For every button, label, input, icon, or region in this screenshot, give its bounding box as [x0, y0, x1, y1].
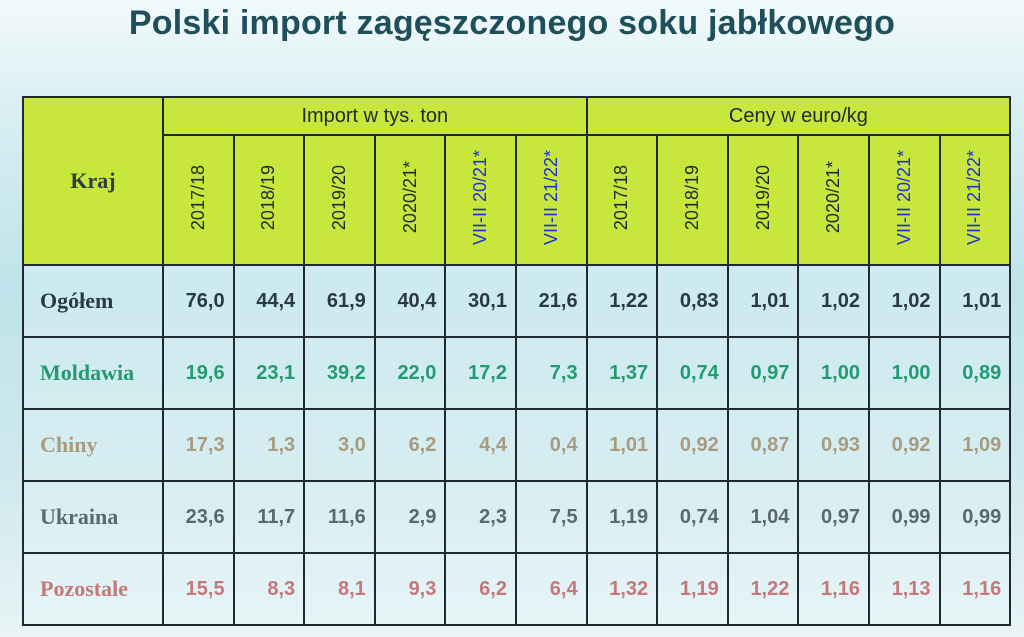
price-period-header: 2019/20	[726, 134, 800, 266]
import-value-cell: 19,6	[162, 336, 235, 410]
period-label: 2017/18	[187, 164, 208, 231]
price-value-cell: 1,04	[726, 480, 800, 554]
price-value-cell: 0,99	[867, 480, 941, 554]
import-period-header: VII-II 21/22*	[514, 134, 588, 266]
import-value-cell: 8,3	[232, 552, 306, 626]
price-value-cell: 0,92	[867, 408, 941, 482]
country-name: Ukraina	[22, 480, 164, 554]
period-label: VII-II 20/21*	[893, 149, 914, 246]
import-value-cell: 2,3	[444, 480, 517, 554]
import-group-header: Import w tys. ton	[162, 96, 588, 136]
table-row: Pozostale 15,5 8,3 8,1 9,3 6,2 6,4 1,32 1,19 1,22…	[22, 552, 1012, 626]
import-period-header: 2020/21*	[373, 134, 447, 266]
price-group-header: Ceny w euro/kg	[585, 96, 1012, 136]
price-period-header: 2018/19	[656, 134, 729, 266]
price-period-header: VII-II 21/22*	[938, 134, 1012, 266]
price-value-cell: 1,16	[938, 552, 1012, 626]
import-value-cell: 6,2	[373, 408, 447, 482]
import-value-cell: 17,3	[162, 408, 235, 482]
import-value-cell: 30,1	[444, 264, 517, 338]
import-value-cell: 40,4	[373, 264, 447, 338]
kraj-header: Kraj	[22, 96, 164, 266]
page-title: Polski import zagęszczonego soku jabłkow…	[128, 4, 896, 42]
price-value-cell: 1,02	[867, 264, 941, 338]
import-value-cell: 23,6	[162, 480, 235, 554]
price-period-header: 2017/18	[585, 134, 659, 266]
country-name: Moldawia	[22, 336, 164, 410]
price-period-header: VII-II 20/21*	[867, 134, 941, 266]
period-label: 2019/20	[752, 164, 773, 231]
price-value-cell: 1,02	[797, 264, 870, 338]
price-value-cell: 1,16	[797, 552, 870, 626]
price-value-cell: 0,83	[656, 264, 729, 338]
import-value-cell: 4,4	[444, 408, 517, 482]
price-value-cell: 1,19	[585, 480, 659, 554]
price-value-cell: 1,01	[585, 408, 659, 482]
import-period-header: 2017/18	[162, 134, 235, 266]
price-value-cell: 1,01	[726, 264, 800, 338]
import-value-cell: 2,9	[373, 480, 447, 554]
country-name: Chiny	[22, 408, 164, 482]
import-value-cell: 9,3	[373, 552, 447, 626]
period-label: 2018/19	[681, 164, 702, 231]
import-value-cell: 7,5	[514, 480, 588, 554]
price-value-cell: 1,13	[867, 552, 941, 626]
import-value-cell: 22,0	[373, 336, 447, 410]
price-value-cell: 0,92	[656, 408, 729, 482]
import-table: Kraj Import w tys. ton Ceny w euro/kg 20…	[22, 96, 1012, 626]
price-value-cell: 1,22	[585, 264, 659, 338]
price-value-cell: 1,01	[938, 264, 1012, 338]
period-label: 2017/18	[611, 164, 632, 231]
price-value-cell: 0,87	[726, 408, 800, 482]
import-value-cell: 6,2	[444, 552, 517, 626]
period-label: VII-II 20/21*	[470, 149, 491, 246]
country-name: Ogółem	[22, 264, 164, 338]
import-value-cell: 3,0	[303, 408, 376, 482]
import-value-cell: 76,0	[162, 264, 235, 338]
period-label: 2018/19	[258, 164, 279, 231]
import-value-cell: 11,6	[303, 480, 376, 554]
table-row: Ukraina 23,6 11,7 11,6 2,9 2,3 7,5 1,19 0,74 1,04…	[22, 480, 1012, 554]
price-period-header: 2020/21*	[797, 134, 870, 266]
price-value-cell: 0,74	[656, 480, 729, 554]
price-value-cell: 0,74	[656, 336, 729, 410]
period-label: 2020/21*	[399, 161, 420, 234]
price-value-cell: 1,22	[726, 552, 800, 626]
price-value-cell: 0,97	[797, 480, 870, 554]
price-value-cell: 1,19	[656, 552, 729, 626]
price-value-cell: 1,00	[867, 336, 941, 410]
import-value-cell: 15,5	[162, 552, 235, 626]
table-row: Moldawia 19,6 23,1 39,2 22,0 17,2 7,3 1,37 0,74 0…	[22, 336, 1012, 410]
price-value-cell: 1,32	[585, 552, 659, 626]
import-period-header: 2018/19	[232, 134, 306, 266]
import-value-cell: 8,1	[303, 552, 376, 626]
period-label: 2019/20	[328, 164, 349, 231]
table-row: Chiny 17,3 1,3 3,0 6,2 4,4 0,4 1,01 0,92 0,87 0,93…	[22, 408, 1012, 482]
period-label: VII-II 21/22*	[540, 149, 561, 246]
import-value-cell: 11,7	[232, 480, 306, 554]
import-value-cell: 6,4	[514, 552, 588, 626]
price-value-cell: 0,97	[726, 336, 800, 410]
price-value-cell: 1,00	[797, 336, 870, 410]
price-value-cell: 1,37	[585, 336, 659, 410]
import-value-cell: 39,2	[303, 336, 376, 410]
price-value-cell: 0,99	[938, 480, 1012, 554]
table-row: Ogółem 76,0 44,4 61,9 40,4 30,1 21,6 1,22 0,83 1,…	[22, 264, 1012, 338]
price-value-cell: 0,89	[938, 336, 1012, 410]
period-label: 2020/21*	[823, 161, 844, 234]
import-value-cell: 1,3	[232, 408, 306, 482]
import-value-cell: 21,6	[514, 264, 588, 338]
country-name: Pozostale	[22, 552, 164, 626]
import-period-header: 2019/20	[303, 134, 376, 266]
price-value-cell: 1,09	[938, 408, 1012, 482]
import-value-cell: 23,1	[232, 336, 306, 410]
import-value-cell: 7,3	[514, 336, 588, 410]
import-value-cell: 0,4	[514, 408, 588, 482]
import-period-header: VII-II 20/21*	[444, 134, 517, 266]
import-value-cell: 61,9	[303, 264, 376, 338]
import-value-cell: 17,2	[444, 336, 517, 410]
import-value-cell: 44,4	[232, 264, 306, 338]
period-label: VII-II 21/22*	[964, 149, 985, 246]
price-value-cell: 0,93	[797, 408, 870, 482]
